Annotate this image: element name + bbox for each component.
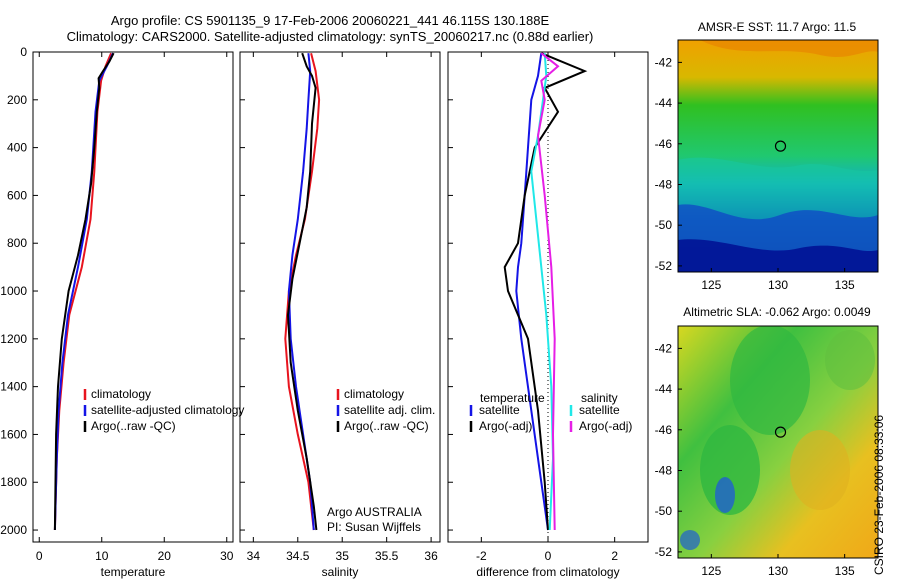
map-y-tick-label: -52 [655, 545, 673, 559]
sla-map-panel: Altimetric SLA: -0.062 Argo: 0.0049 125 1… [655, 305, 879, 578]
legend-label: Argo(-adj) [579, 419, 632, 433]
series-line-red [53, 52, 113, 531]
map-y-tick-label: -50 [655, 504, 673, 518]
y-tick-label: 2000 [0, 523, 27, 537]
map-y-tick-label: -42 [655, 55, 673, 69]
x-tick-label: 34.5 [286, 549, 310, 563]
x-tick-label: 30 [220, 549, 234, 563]
y-tick-label: 600 [7, 188, 27, 202]
series-line-blue [515, 53, 549, 531]
sst-field [678, 40, 878, 272]
plot-frame [32, 51, 234, 543]
series-line-magenta [536, 52, 560, 531]
legend-label: satellite [479, 403, 520, 417]
map-y-tick-label: -46 [655, 137, 673, 151]
figure-title-line1: Argo profile: CS 5901135_9 17-Feb-2006 2… [111, 13, 550, 28]
x-tick-label: 20 [158, 549, 172, 563]
sst-argo-marker [774, 140, 787, 152]
salinity-panel: 34 34.5 35 35.5 36 salinity climatology satelli… [239, 51, 441, 579]
legend-label: Argo(-adj) [479, 419, 532, 433]
y-tick-label: 1400 [0, 380, 27, 394]
map-y-tick-label: -44 [655, 96, 673, 110]
x-tick-label: 35.5 [375, 549, 399, 563]
map-x-tick-label: 130 [768, 278, 788, 292]
map-y-tick-label: -48 [655, 177, 673, 191]
y-tick-label: 1800 [0, 475, 27, 489]
map-x-tick-label: 125 [701, 564, 721, 578]
x-tick-label: -2 [476, 549, 487, 563]
map-y-tick-label: -44 [655, 382, 673, 396]
panel-annotation: Argo AUSTRALIA [327, 505, 422, 519]
legend-label: satellite adj. clim. [344, 403, 435, 417]
panel-annotation: PI: Susan Wijffels [327, 520, 421, 534]
series-line-blue [287, 53, 315, 531]
legend-heading: salinity [581, 391, 618, 405]
x-tick-label: 0 [545, 549, 552, 563]
legend-label: climatology [344, 387, 404, 401]
x-tick-label: 36 [424, 549, 438, 563]
x-axis-label: salinity [322, 565, 359, 579]
map-x-tick-label: 135 [835, 564, 855, 578]
map-y-tick-label: -52 [655, 259, 673, 273]
legend-label: Argo(..raw -QC) [344, 419, 429, 433]
temperature-panel: 0 10 20 30 0 200 400 600 800 1000 1200 1400 1600 1800… [0, 45, 244, 579]
difference-panel: -2 0 2 difference from climatology temperatu… [447, 51, 649, 579]
x-tick-label: 10 [95, 549, 109, 563]
y-tick-label: 200 [7, 93, 27, 107]
map-y-tick-label: -42 [655, 341, 673, 355]
x-axis-label: difference from climatology [476, 565, 619, 579]
sla-map-title: Altimetric SLA: -0.062 Argo: 0.0049 [683, 305, 871, 319]
y-tick-label: 1000 [0, 284, 27, 298]
x-tick-label: 2 [611, 549, 618, 563]
legend-label: satellite-adjusted climatology [91, 403, 244, 417]
series-line-black [53, 52, 115, 531]
y-tick-label: 800 [7, 236, 27, 250]
y-tick-label: 0 [20, 45, 27, 59]
legend-label: Argo(..raw -QC) [91, 419, 176, 433]
x-tick-label: 34 [247, 549, 261, 563]
plot-frame [239, 51, 441, 543]
legend-label: climatology [91, 387, 151, 401]
side-stamp: CSIRO 23-Feb-2006 08:33:06 [872, 414, 886, 575]
map-y-tick-label: -50 [655, 218, 673, 232]
x-tick-label: 35 [336, 549, 350, 563]
y-tick-label: 1600 [0, 427, 27, 441]
legend-heading: temperature [480, 391, 545, 405]
map-x-tick-label: 125 [701, 278, 721, 292]
map-x-tick-label: 130 [768, 564, 788, 578]
y-tick-label: 1200 [0, 332, 27, 346]
figure-title-line2: Climatology: CARS2000. Satellite-adjuste… [67, 29, 594, 44]
x-axis-label: temperature [101, 565, 166, 579]
map-y-tick-label: -48 [655, 463, 673, 477]
legend-label: satellite [579, 403, 620, 417]
sla-axes: 125 130 135 -42 -44 -46 -48 -50 -52 [655, 341, 855, 578]
series-line-black [286, 52, 318, 531]
sla-field [678, 326, 878, 558]
map-x-tick-label: 135 [835, 278, 855, 292]
y-tick-label: 400 [7, 141, 27, 155]
x-tick-label: 0 [36, 549, 43, 563]
sst-map-title: AMSR-E SST: 11.7 Argo: 11.5 [698, 20, 857, 34]
map-y-tick-label: -46 [655, 423, 673, 437]
sst-axes: 125 130 135 -42 -44 -46 -48 -50 -52 [655, 55, 855, 292]
series-line-red [284, 52, 321, 531]
sla-argo-marker [774, 426, 787, 438]
series-line-blue [53, 52, 114, 531]
sst-map-panel: AMSR-E SST: 11.7 Argo: 11.5 125 130 135 -42… [655, 20, 879, 292]
